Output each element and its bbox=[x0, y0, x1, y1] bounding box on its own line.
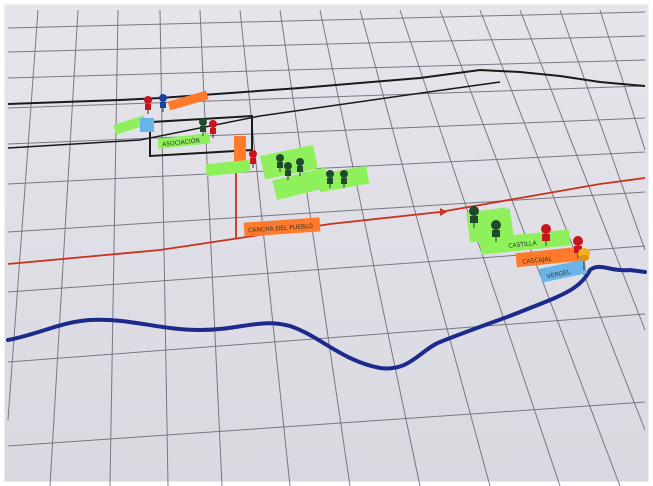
pin-green-5 bbox=[326, 170, 334, 188]
pin-green-4 bbox=[296, 158, 304, 176]
blue-river-line bbox=[6, 264, 647, 371]
note-label-asociacion: ASOCIACIÓN bbox=[162, 137, 200, 148]
pin-green-7 bbox=[469, 206, 479, 228]
note-label-cancha: CANCHA DEL PUEBLO bbox=[248, 223, 314, 235]
pin-red-3 bbox=[249, 150, 257, 168]
red-road-line bbox=[7, 177, 646, 265]
note-labels: CASTILLA CASCAJAL VERGEL CANCHA DEL PUEB… bbox=[162, 137, 572, 280]
note-label-castilla: CASTILLA bbox=[508, 240, 538, 250]
note-orange-4 bbox=[515, 246, 581, 268]
pin-red-5 bbox=[573, 236, 583, 258]
note-green-3 bbox=[205, 159, 251, 177]
pin-red-4 bbox=[541, 224, 551, 246]
note-green-5 bbox=[272, 167, 330, 200]
note-orange-2 bbox=[234, 136, 246, 162]
black-road-line-lower bbox=[7, 81, 501, 149]
note-green-2 bbox=[157, 133, 211, 149]
pin-green-2 bbox=[276, 154, 284, 172]
pin-yellow-1 bbox=[578, 248, 590, 270]
note-blue-2 bbox=[539, 259, 587, 283]
pin-red-1 bbox=[144, 96, 152, 114]
note-blue-1 bbox=[140, 118, 154, 132]
push-pins bbox=[144, 94, 590, 270]
pin-green-1 bbox=[199, 118, 207, 136]
pin-green-6 bbox=[340, 170, 348, 188]
black-road-line bbox=[7, 68, 646, 105]
note-label-cascajal: CASCAJAL bbox=[522, 256, 553, 266]
pin-red-2 bbox=[209, 120, 217, 138]
pin-green-3 bbox=[284, 162, 292, 180]
grid-lines bbox=[7, 9, 646, 486]
pin-green-8 bbox=[491, 220, 501, 242]
note-label-vergel: VERGEL bbox=[546, 268, 571, 280]
note-green-1 bbox=[113, 115, 147, 135]
red-arrowhead bbox=[440, 208, 447, 216]
sticky-notes bbox=[113, 90, 587, 283]
note-orange-3 bbox=[243, 217, 321, 237]
note-orange-1 bbox=[167, 90, 209, 111]
pin-blue-1 bbox=[159, 94, 167, 112]
